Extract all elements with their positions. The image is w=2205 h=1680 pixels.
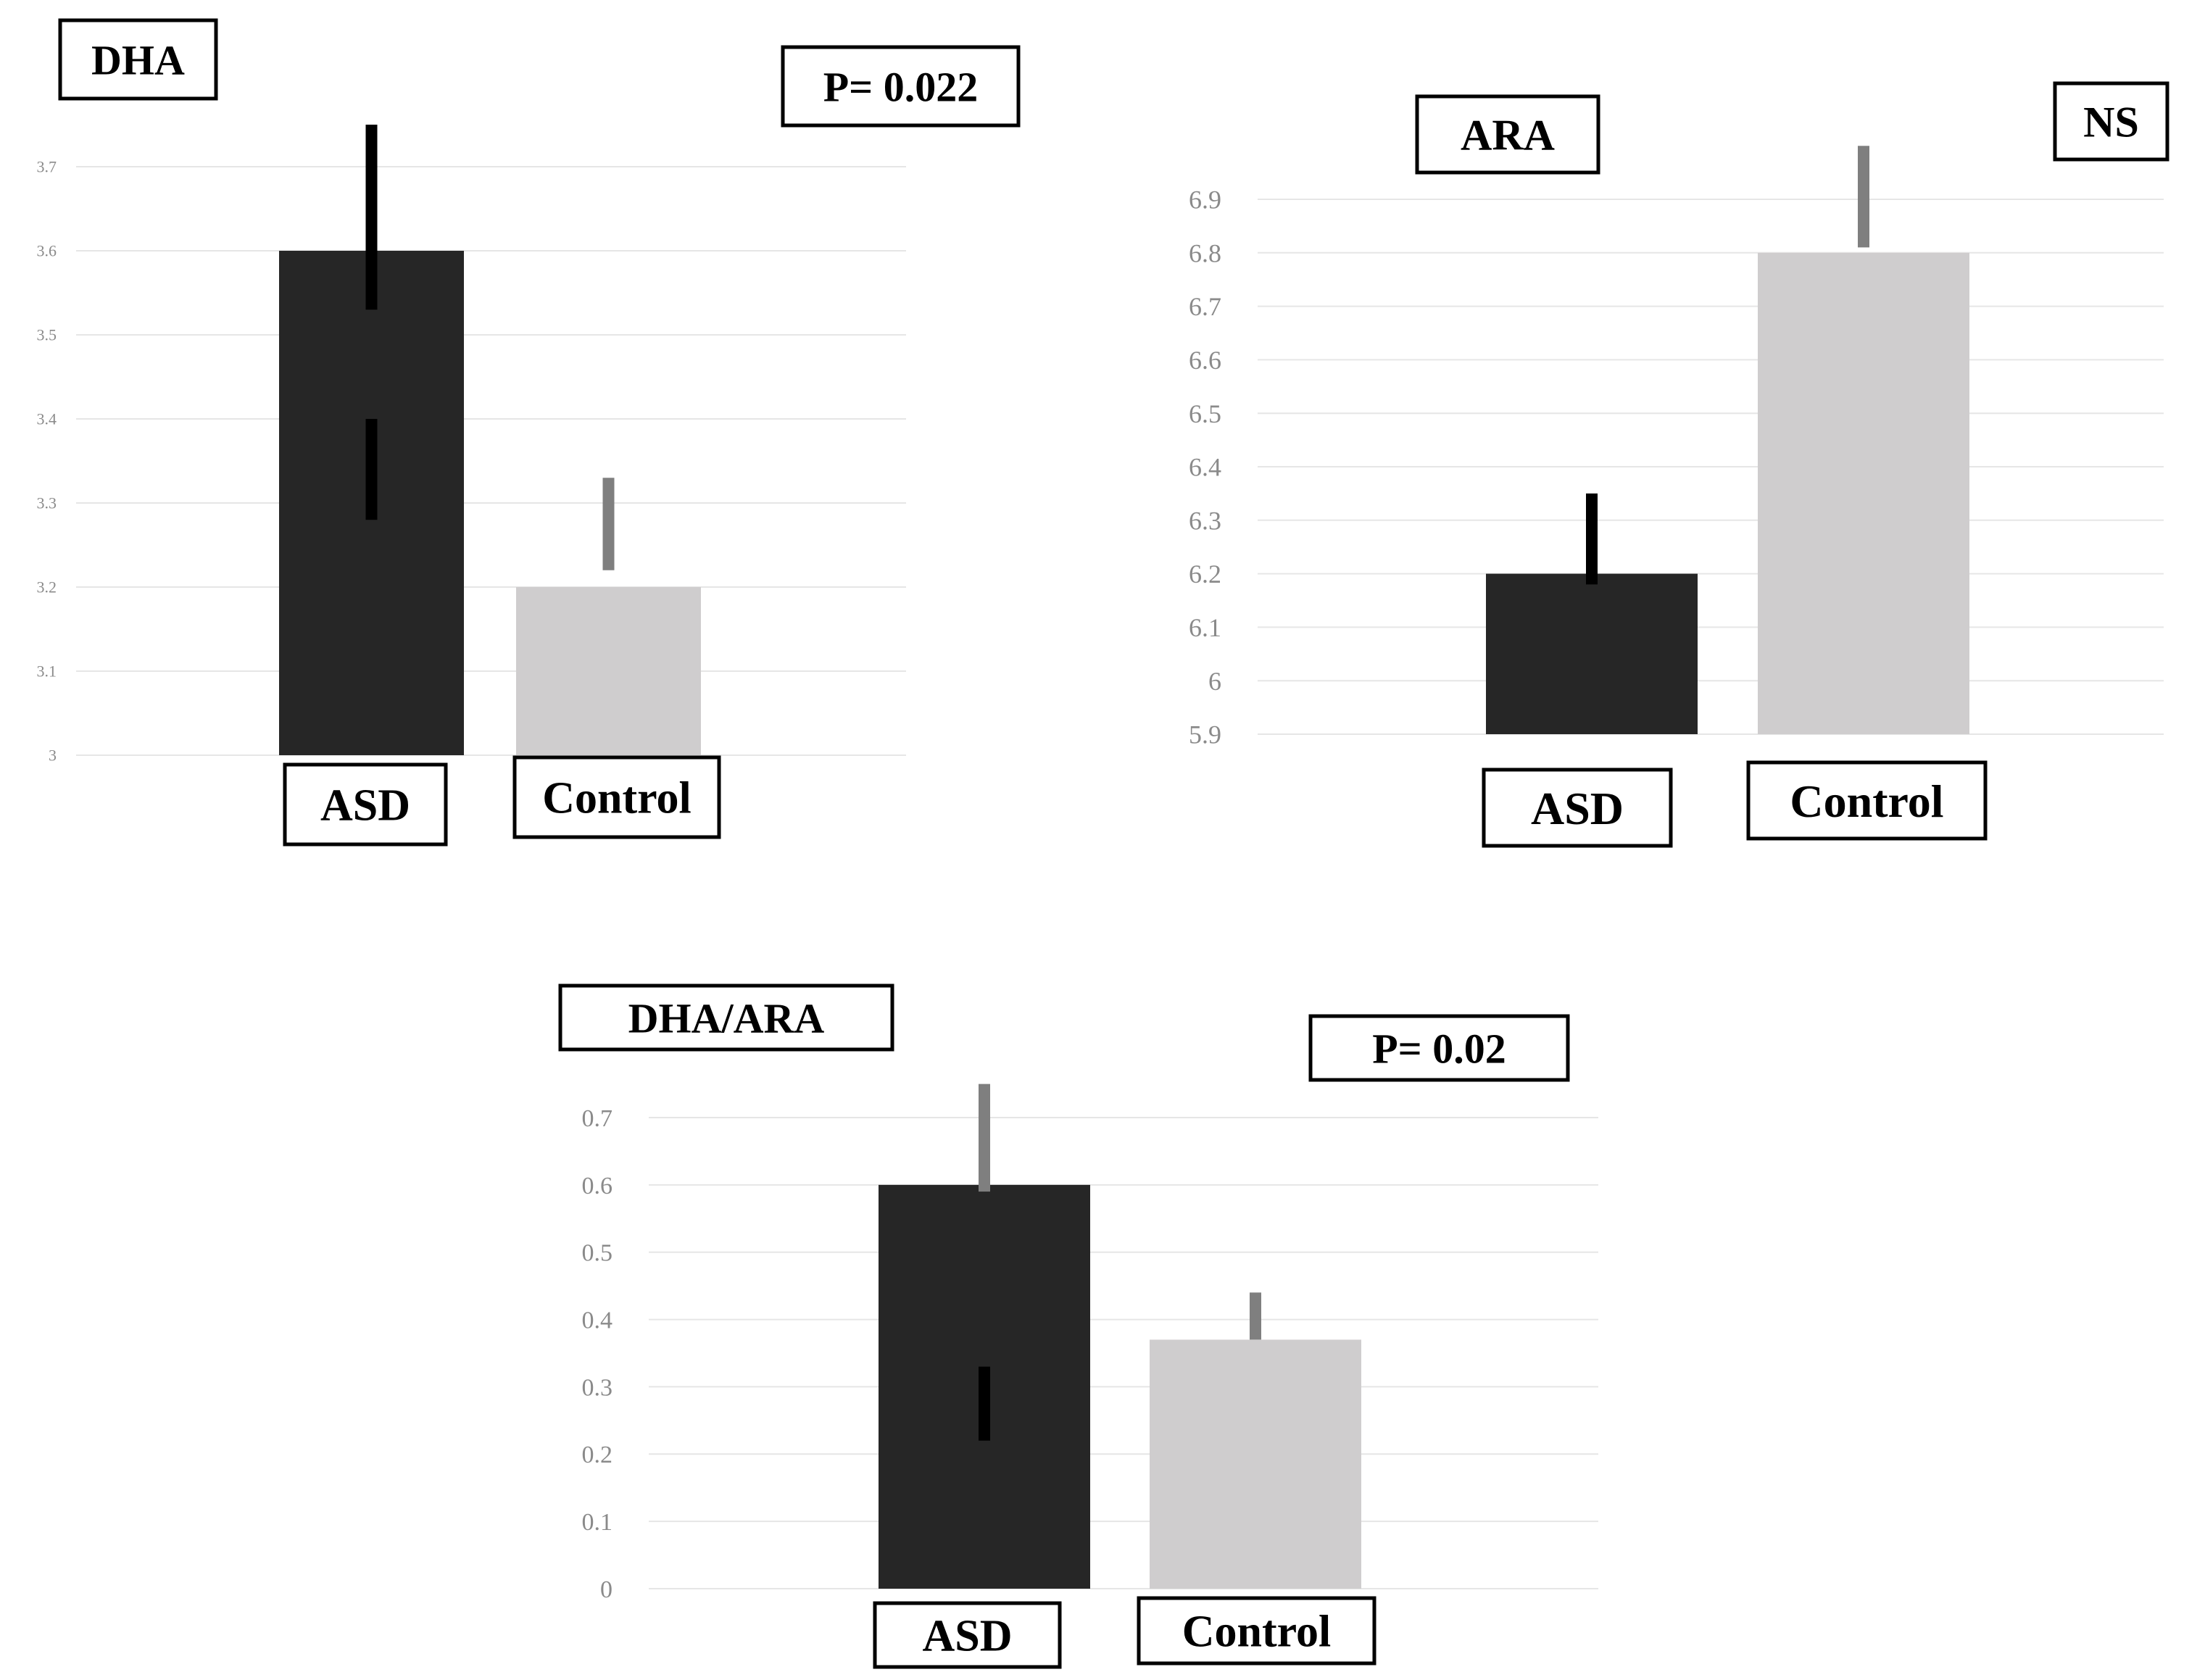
category-label-control: Control [1746,760,1988,841]
category-label-control-label: Control [1790,775,1943,827]
significance-label-frame [2053,81,2169,162]
category-label-asd: ASD [1482,768,1673,848]
category-label-asd: ASD [283,762,448,847]
y-tick-label: 6.6 [1189,346,1221,375]
category-label-control: Control [1137,1596,1376,1666]
category-label-asd-frame [1482,768,1673,848]
chart-panel-2: 5.9 6 6.1 6.2 6.3 6.4 6.5 6.6 6.7 6.8 6.9 ARA NS ASD C… [1189,81,2169,848]
category-label-asd-label: ASD [1531,783,1624,834]
y-tick-label: 0.6 [582,1173,613,1199]
bar-control [1758,252,1969,734]
category-label-asd-label: ASD [922,1612,1012,1661]
y-tick-label: 0 [600,1576,612,1603]
y-tick-label: 0.1 [582,1509,613,1536]
category-label-control-label: Control [1182,1608,1332,1657]
y-tick-label: 6.1 [1189,613,1221,642]
bar-control [1150,1339,1361,1589]
y-tick-label: 3 [49,747,57,765]
category-label-asd-label: ASD [320,781,410,831]
chart-panel-3: 0 0.1 0.2 0.3 0.4 0.5 0.6 0.7 DHA/ARA P= 0.02 ASD C… [558,984,1598,1669]
category-label-control-frame [1137,1596,1376,1666]
significance-label: P= 0.02 [1308,1014,1570,1082]
y-tick-label: 3.7 [37,158,57,176]
y-tick-label: 3.4 [37,410,57,428]
category-label-control-label: Control [542,774,692,823]
y-tick-label: 3.3 [37,494,57,512]
y-tick-label: 6.5 [1189,399,1221,428]
y-tick-label: 0.2 [582,1442,613,1468]
y-tick-label: 6 [1208,667,1221,696]
y-tick-label: 6.4 [1189,453,1221,482]
y-tick-label: 3.6 [37,242,57,260]
y-tick-label: 0.7 [582,1105,613,1132]
category-label-asd: ASD [873,1601,1062,1669]
category-label-control-frame [1746,760,1988,841]
category-label-control: Control [512,755,721,839]
significance-label-label: NS [2083,99,2139,146]
bar-asd [1486,573,1698,734]
chart-title: DHA [58,18,218,101]
chart-title: DHA/ARA [558,984,894,1052]
bar-control [516,587,701,755]
chart-title-frame [1415,94,1600,175]
y-tick-label: 5.9 [1189,720,1221,749]
category-label-asd-frame [283,762,448,847]
significance-label-label: P= 0.02 [1372,1025,1506,1072]
y-tick-label: 6.2 [1189,560,1221,589]
y-tick-label: 0.5 [582,1240,613,1267]
chart-title-frame [558,984,894,1052]
significance-label: P= 0.022 [781,45,1021,128]
y-tick-label: 6.7 [1189,292,1221,321]
category-label-asd-frame [873,1601,1062,1669]
y-tick-label: 3.2 [37,578,57,596]
significance-label-frame [781,45,1021,128]
y-tick-label: 6.9 [1189,186,1221,215]
y-tick-label: 0.4 [582,1307,613,1334]
significance-label: NS [2053,81,2169,162]
y-tick-label: 3.1 [37,662,57,681]
y-tick-label: 6.3 [1189,506,1221,535]
chart-title-label: ARA [1461,112,1555,159]
category-label-control-frame [512,755,721,839]
y-tick-label: 6.8 [1189,238,1221,267]
chart-title-frame [58,18,218,101]
y-tick-label: 3.5 [37,326,57,344]
chart-title-label: DHA [91,36,185,83]
y-tick-label: 0.3 [582,1374,613,1401]
chart-title: ARA [1415,94,1600,175]
chart-panel-1: 3 3.1 3.2 3.3 3.4 3.5 3.6 3.7 DHA P= 0.022 ASD Cont… [37,18,1021,847]
chart-title-label: DHA/ARA [628,994,825,1041]
significance-label-label: P= 0.022 [823,63,978,110]
significance-label-frame [1308,1014,1570,1082]
